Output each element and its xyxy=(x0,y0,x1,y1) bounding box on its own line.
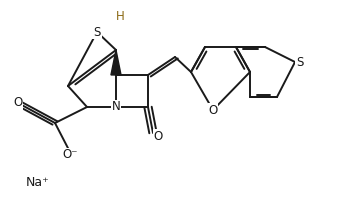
Text: O: O xyxy=(208,104,218,116)
Text: Na⁺: Na⁺ xyxy=(26,177,50,190)
Text: O: O xyxy=(153,130,163,142)
Text: O⁻: O⁻ xyxy=(62,148,78,162)
Text: O: O xyxy=(13,97,23,110)
Text: H: H xyxy=(116,10,124,23)
Text: S: S xyxy=(296,55,304,68)
Text: N: N xyxy=(112,100,120,114)
Polygon shape xyxy=(111,50,121,75)
Text: S: S xyxy=(93,25,101,38)
